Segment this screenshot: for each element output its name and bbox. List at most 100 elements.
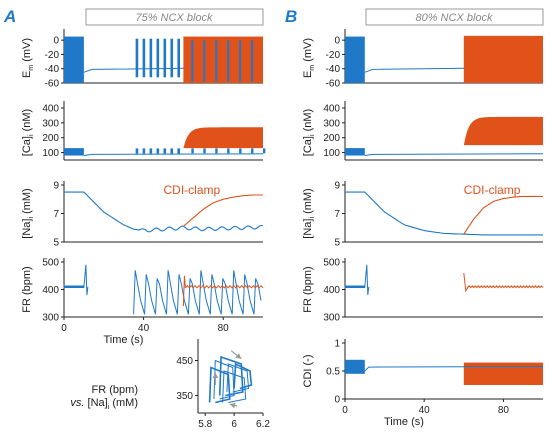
series-line <box>364 264 370 296</box>
plot-a-em: 0 -20 -40 -60 Em (mV) <box>21 29 264 90</box>
condition-label-a: 75% NCX block <box>135 12 213 24</box>
y-tick-label: 400 <box>42 103 59 114</box>
dense-trace <box>251 148 254 154</box>
phase-label-na-sub: i <box>108 404 110 411</box>
series-line <box>64 191 264 233</box>
plot-b-em: 0 -20 -40 -60 Em (mV) <box>302 29 544 90</box>
dense-trace <box>149 148 153 154</box>
x-tick-label: 6.2 <box>256 419 270 430</box>
y-tick-label: 7 <box>53 209 59 220</box>
plot-a-na: 5 7 9 [Na]i (mM) CDI-clamp <box>21 181 264 249</box>
dense-trace <box>463 362 543 385</box>
dense-trace <box>227 40 230 82</box>
y-tick-label: 100 <box>323 148 340 159</box>
y-label-part: E <box>302 71 314 78</box>
dense-trace <box>170 38 174 78</box>
x-tick-label: 80 <box>498 405 510 416</box>
y-label-part: (nM) <box>302 109 314 135</box>
dense-trace <box>191 148 194 154</box>
dense-trace <box>177 38 181 78</box>
x-tick-label: 0 <box>342 405 348 416</box>
y-tick-label: -40 <box>45 64 60 75</box>
series-line <box>182 275 264 307</box>
dense-trace <box>239 148 242 154</box>
dense-trace <box>156 38 160 78</box>
y-label-part: (nM) <box>21 109 33 135</box>
dense-trace <box>203 40 206 82</box>
dense-trace <box>135 148 139 154</box>
y-tick-label: 100 <box>42 148 59 159</box>
y-label-part: [Na] <box>21 219 33 239</box>
dense-trace <box>345 359 365 374</box>
y-tick-label: 400 <box>323 285 340 296</box>
phase-label-na-1: [Na] <box>88 397 108 409</box>
y-tick-label: 5 <box>53 238 59 249</box>
series-line <box>222 370 247 403</box>
dense-trace <box>227 148 230 154</box>
x-tick-label: 0 <box>61 323 67 334</box>
series-line <box>233 362 253 390</box>
plot-b-cdi: 0 0.5 1 0 40 80 Time (s) CDI (-) <box>302 339 544 428</box>
dense-trace <box>149 38 153 78</box>
y-tick-label: 500 <box>42 258 59 269</box>
y-axis-label: [Ca]i (nM) <box>21 109 35 156</box>
y-label-part: FR (bpm) <box>302 266 314 312</box>
series-line <box>226 363 250 393</box>
y-axis-label: Em (mV) <box>21 38 35 78</box>
y-tick-label: 300 <box>42 313 59 324</box>
cdi-clamp-label: CDI-clamp <box>464 183 521 197</box>
y-tick-label: 300 <box>323 118 340 129</box>
y-label-part: i <box>28 217 35 219</box>
series-line <box>344 285 366 288</box>
plot-b-fr: 300 400 500 FR (bpm) <box>302 258 544 324</box>
dense-trace <box>463 116 543 146</box>
series-line <box>83 153 264 156</box>
y-axis-label: Em (mV) <box>302 38 316 78</box>
series-line <box>364 153 544 156</box>
y-label-part: (mV) <box>302 38 314 65</box>
plot-b-ca: 100 200 300 400 [Ca]i (nM) <box>302 101 544 161</box>
y-label-part: (mV) <box>21 38 33 65</box>
y-axis-label: FR (bpm) <box>21 266 33 312</box>
y-tick-label: 7 <box>334 209 340 220</box>
y-axis-label: [Na]i (mM) <box>302 188 316 238</box>
y-tick-label: 300 <box>323 313 340 324</box>
x-tick-label: 40 <box>419 405 431 416</box>
phase-label-na-unit: (mM) <box>109 397 138 409</box>
x-tick-label: 5.8 <box>198 419 212 430</box>
y-label-part: m <box>309 65 316 71</box>
y-tick-label: 5 <box>334 238 340 249</box>
y-tick-label: 450 <box>176 356 193 367</box>
dense-trace <box>463 35 543 83</box>
phase-label-na: vs. [Na]i (mM) <box>70 397 138 411</box>
y-tick-label: 0 <box>53 36 59 47</box>
dense-trace <box>163 38 167 78</box>
series-line <box>83 264 89 296</box>
y-axis-label: [Na]i (mM) <box>21 188 35 238</box>
y-label-part: i <box>309 217 316 219</box>
y-label-part: FR (bpm) <box>21 266 33 312</box>
dense-trace <box>142 148 146 154</box>
y-label-part: [Ca] <box>302 136 314 156</box>
y-tick-label: -60 <box>45 79 60 90</box>
y-label-part: i <box>28 134 35 136</box>
y-tick-label: 350 <box>176 391 193 402</box>
dense-trace <box>135 38 139 78</box>
phase-label-vs: vs. <box>70 397 87 409</box>
plot-a-ca: 100 200 300 400 [Ca]i (nM) <box>21 101 266 161</box>
y-tick-label: 400 <box>323 103 340 114</box>
y-tick-label: 0 <box>334 395 340 406</box>
x-tick-label: 6 <box>231 419 237 430</box>
panel-letter-b: B <box>285 7 297 26</box>
y-label-part: (mM) <box>21 188 33 217</box>
condition-label-b: 80% NCX block <box>415 12 493 24</box>
y-label-part: [Na] <box>302 219 314 239</box>
y-tick-label: 1 <box>334 339 340 350</box>
series-line <box>463 195 543 235</box>
dense-trace <box>177 148 181 154</box>
y-axis-label: FR (bpm) <box>302 266 314 312</box>
x-axis-label: Time (s) <box>104 334 144 346</box>
y-tick-label: 0.5 <box>326 367 340 378</box>
